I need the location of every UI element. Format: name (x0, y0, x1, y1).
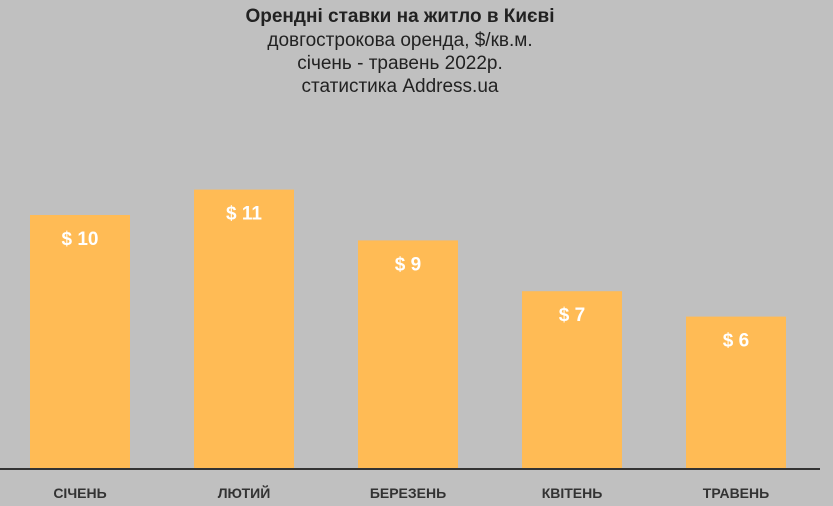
x-tick-label: КВІТЕНЬ (542, 485, 603, 501)
chart-titles: Орендні ставки на житло в Києві довгостр… (0, 4, 800, 98)
x-tick-label: БЕРЕЗЕНЬ (370, 485, 446, 501)
x-tick-label: ЛЮТИЙ (218, 484, 271, 501)
bar (30, 215, 130, 469)
chart-subtitle-line-1: довгострокова оренда, $/кв.м. (267, 30, 533, 51)
x-tick-label: СІЧЕНЬ (53, 485, 106, 501)
chart-title: Орендні ставки на житло в Києві (245, 6, 555, 27)
bar-value-label: $ 10 (62, 229, 99, 250)
bar-value-label: $ 9 (395, 254, 421, 275)
chart-subtitle-line-3: статистика Address.ua (301, 76, 499, 97)
bar-value-label: $ 11 (226, 204, 262, 225)
chart-subtitle-line-2: січень - травень 2022р. (297, 53, 503, 74)
bar (358, 240, 458, 469)
bar (522, 291, 622, 469)
bar-value-label: $ 7 (559, 305, 585, 326)
bar (194, 189, 294, 469)
x-tick-label: ТРАВЕНЬ (703, 485, 769, 501)
bar (686, 316, 786, 469)
bar-value-label: $ 6 (723, 331, 749, 352)
